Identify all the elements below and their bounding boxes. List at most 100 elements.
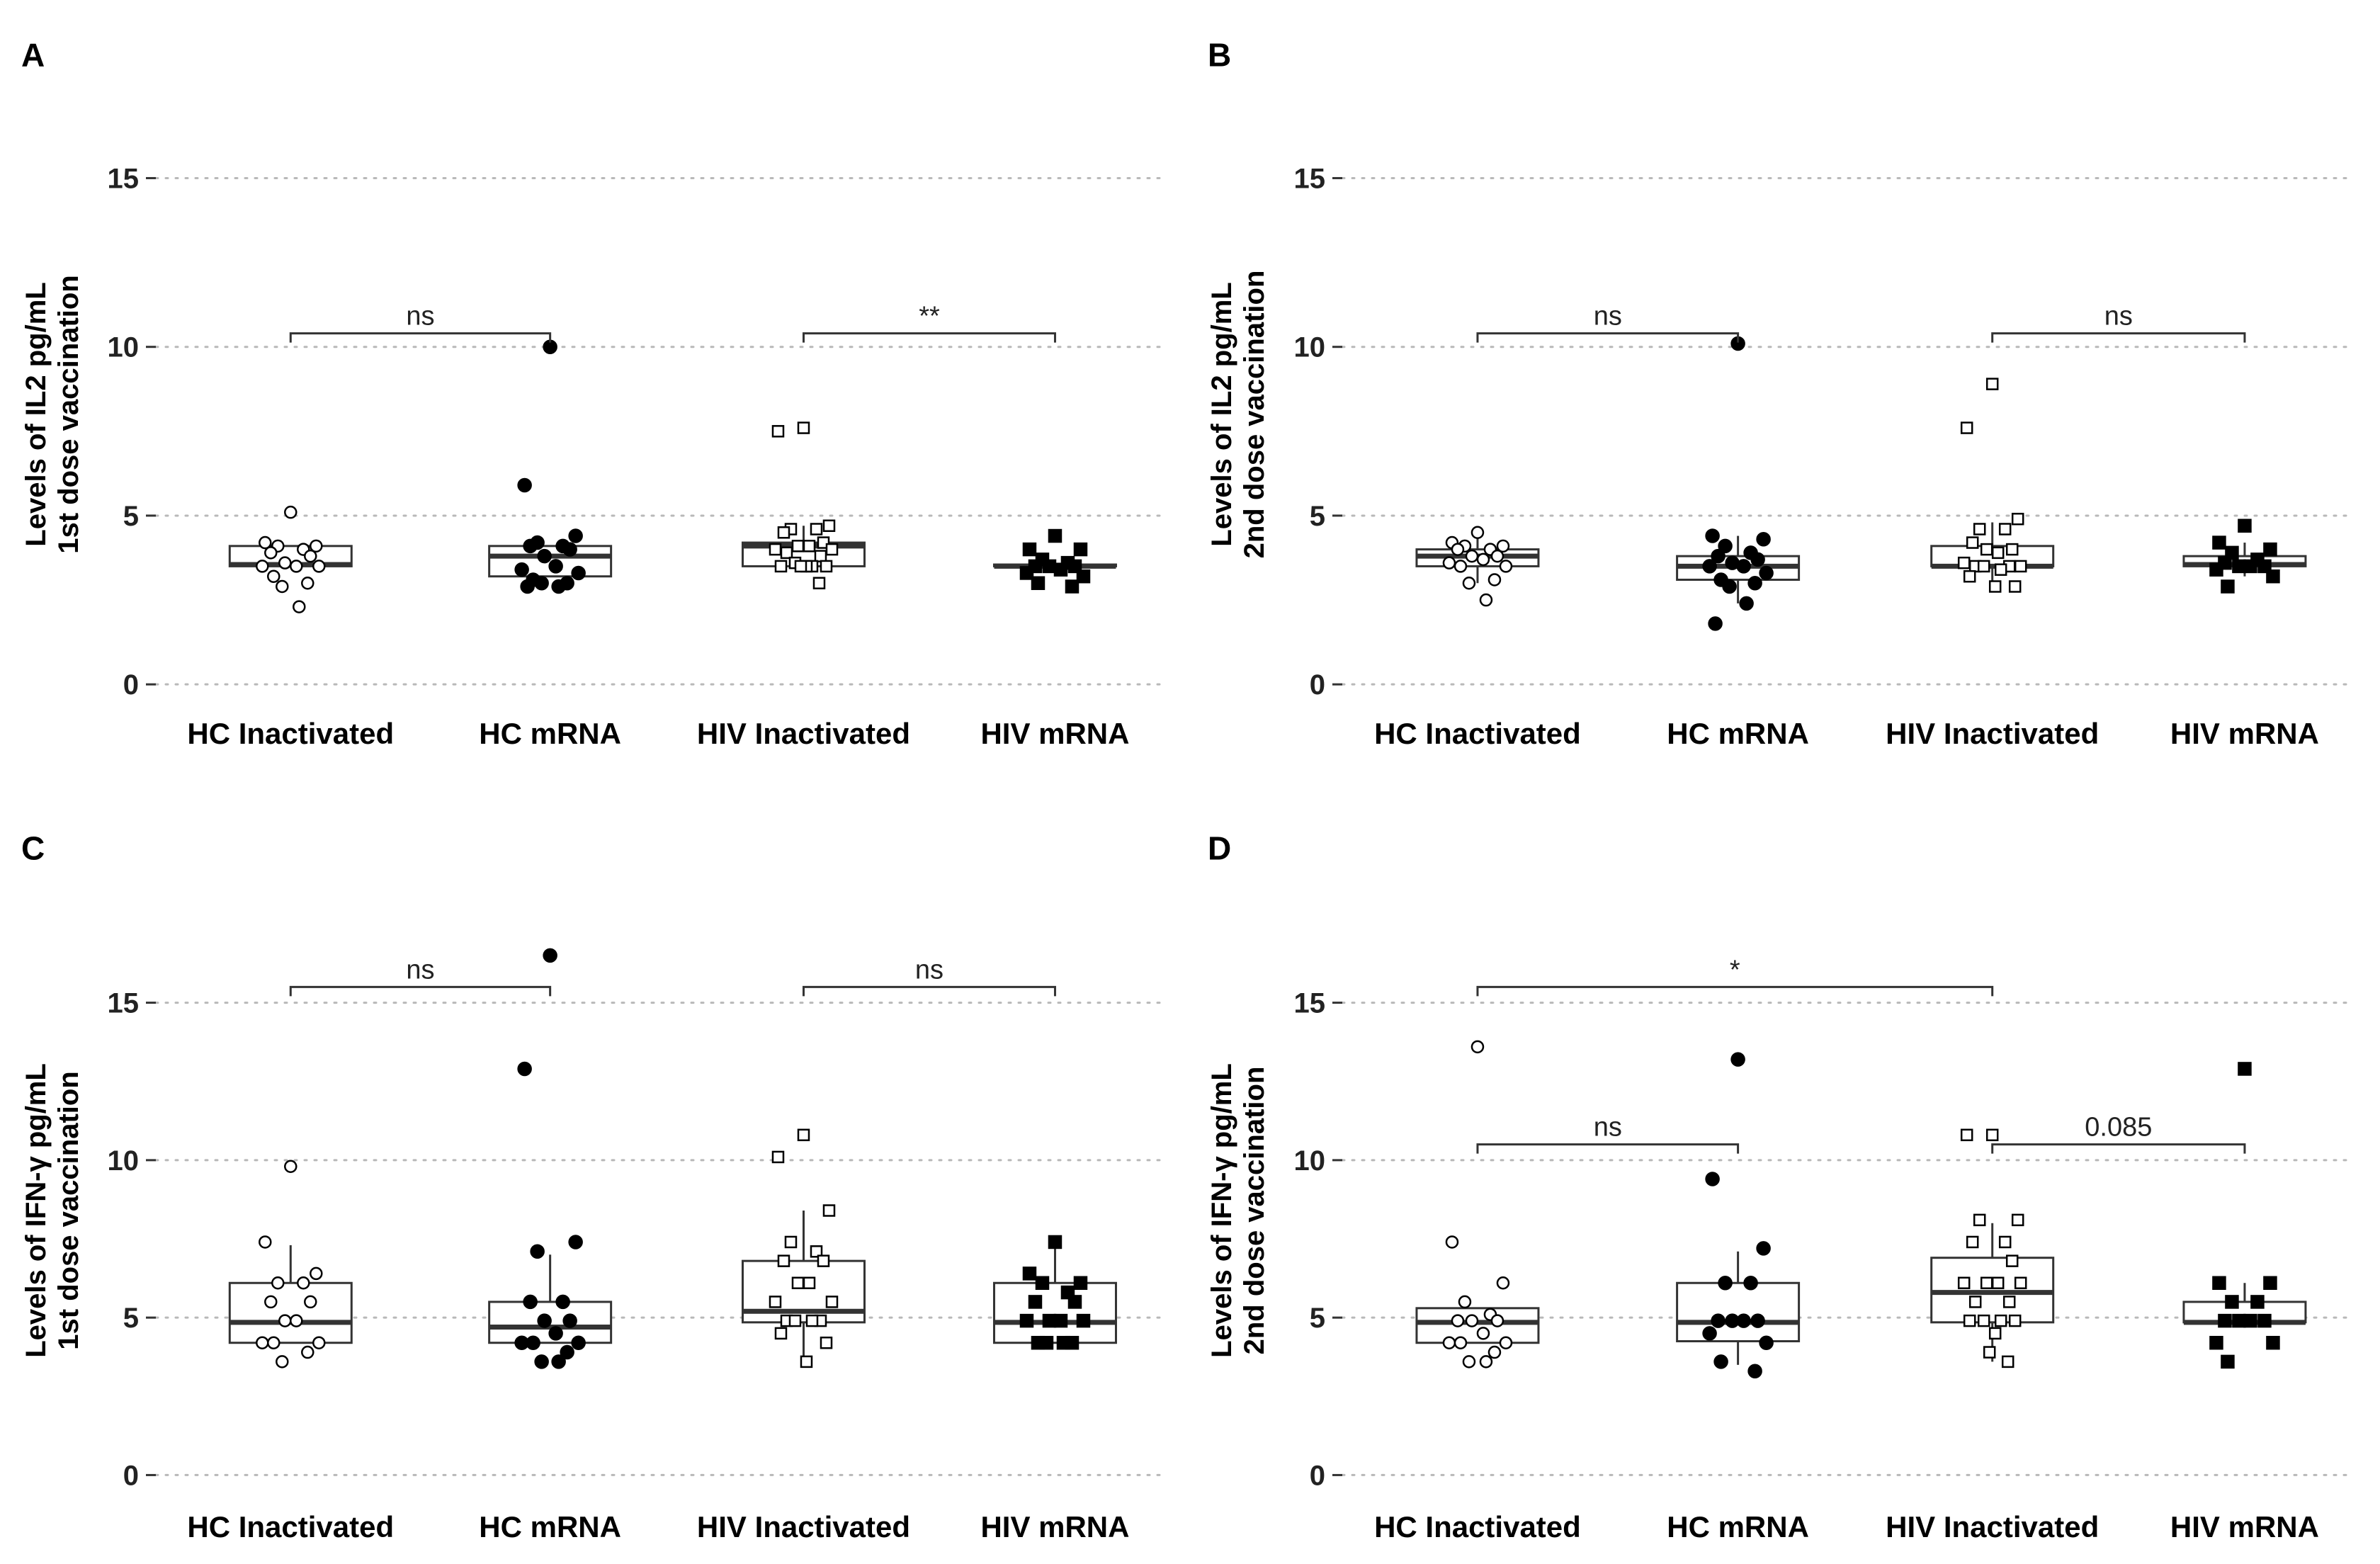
data-point <box>1076 1313 1091 1328</box>
data-point <box>1476 552 1490 567</box>
data-point <box>551 579 566 594</box>
data-point <box>310 539 323 553</box>
y-tick-label: 10 <box>108 332 140 363</box>
y-tick-label: 15 <box>1294 163 1326 194</box>
group-hc-mrna <box>1676 1052 1801 1378</box>
data-point <box>278 1314 292 1327</box>
data-point <box>1451 1314 1465 1327</box>
box <box>1415 1307 1540 1344</box>
data-point <box>2250 1295 2265 1309</box>
data-point <box>534 1354 549 1369</box>
data-point <box>1713 1354 1728 1369</box>
data-point <box>1073 1276 1088 1290</box>
data-point <box>822 1204 836 1217</box>
data-point <box>774 560 788 573</box>
data-point <box>1977 560 1990 573</box>
data-point <box>820 560 833 573</box>
significance-bracket <box>289 985 552 997</box>
data-point <box>2221 1354 2235 1369</box>
y-tick-label: 0 <box>1310 1460 1325 1491</box>
data-point <box>817 1254 830 1267</box>
significance-bracket <box>1476 332 1740 343</box>
data-point <box>1966 1235 1979 1249</box>
data-point <box>304 1295 317 1309</box>
data-point <box>820 1336 833 1349</box>
x-tick-label: HIV Inactivated <box>697 717 910 750</box>
data-point <box>1739 596 1754 611</box>
data-point <box>1442 1336 1456 1349</box>
data-point <box>1750 1313 1765 1328</box>
data-point <box>2232 559 2246 574</box>
x-tick-label: HC mRNA <box>479 1510 621 1543</box>
data-point <box>1722 579 1737 594</box>
significance-label: ns <box>1594 302 1622 332</box>
y-axis-label-line2: 1st dose vaccination <box>53 1071 84 1349</box>
group-hc-inactivated <box>1415 526 1540 607</box>
group-hiv-mrna <box>2182 1062 2307 1369</box>
data-point <box>264 546 278 560</box>
data-point <box>2001 1355 2014 1368</box>
data-point <box>568 528 583 543</box>
data-point <box>777 1254 790 1267</box>
significance-label: ns <box>915 955 944 985</box>
data-point <box>1702 559 1717 574</box>
data-point <box>2263 542 2277 557</box>
group-hc-inactivated <box>228 505 353 613</box>
data-point <box>2232 1313 2246 1328</box>
group-hc-inactivated <box>1415 1040 1540 1368</box>
data-point <box>1465 1314 1479 1327</box>
data-point <box>2266 1335 2280 1350</box>
data-point <box>1998 523 2012 536</box>
data-point <box>1022 1266 1037 1281</box>
data-point <box>1718 538 1733 554</box>
data-point <box>1718 1276 1733 1291</box>
panel-label: A <box>21 37 45 74</box>
data-point <box>1756 532 1771 547</box>
group-hiv-mrna <box>2182 518 2307 594</box>
group-hc-mrna <box>488 339 613 594</box>
data-point <box>1053 1313 1068 1328</box>
significance-label: ns <box>1594 1113 1622 1143</box>
data-point <box>1988 1327 2002 1340</box>
data-point <box>1980 1276 1993 1289</box>
data-point <box>2257 1313 2272 1328</box>
data-point <box>293 600 306 613</box>
x-tick-label: HIV Inactivated <box>1886 1510 2099 1543</box>
significance-bracket <box>289 332 552 343</box>
data-point <box>1960 421 1973 434</box>
box <box>488 545 613 578</box>
data-point <box>810 1245 823 1258</box>
data-point <box>1458 1295 1472 1309</box>
data-point <box>791 1276 805 1289</box>
data-point <box>1445 1235 1459 1249</box>
data-point <box>1963 1314 1976 1327</box>
data-point <box>1073 542 1088 557</box>
panel-label: C <box>21 830 45 867</box>
data-point <box>517 477 532 493</box>
group-hiv-mrna <box>992 1235 1117 1350</box>
data-point <box>284 1160 298 1174</box>
data-point <box>1977 1314 1990 1327</box>
data-point <box>777 526 790 539</box>
data-point <box>812 577 826 589</box>
data-point <box>530 1244 545 1259</box>
data-point <box>523 538 538 554</box>
panel-B: B 0 5 10 15 Levels of IL2 pg/mL 2nd dose vacci… <box>1206 37 2353 750</box>
data-point <box>301 576 314 590</box>
data-point <box>810 523 823 536</box>
data-point <box>1031 576 1046 590</box>
x-tick-label: HIV mRNA <box>980 717 1129 750</box>
data-point <box>1980 543 1993 556</box>
data-point <box>2209 562 2223 577</box>
x-tick-label: HIV mRNA <box>2170 717 2319 750</box>
data-point <box>769 1296 782 1308</box>
data-point <box>1957 556 1971 570</box>
data-point <box>1470 1040 1485 1054</box>
data-point <box>1496 1276 1510 1290</box>
x-tick-label: HC mRNA <box>1667 1510 1809 1543</box>
data-point <box>555 1294 570 1310</box>
y-tick-label: 15 <box>108 163 140 194</box>
data-point <box>803 540 816 552</box>
data-point <box>1042 1313 1057 1328</box>
